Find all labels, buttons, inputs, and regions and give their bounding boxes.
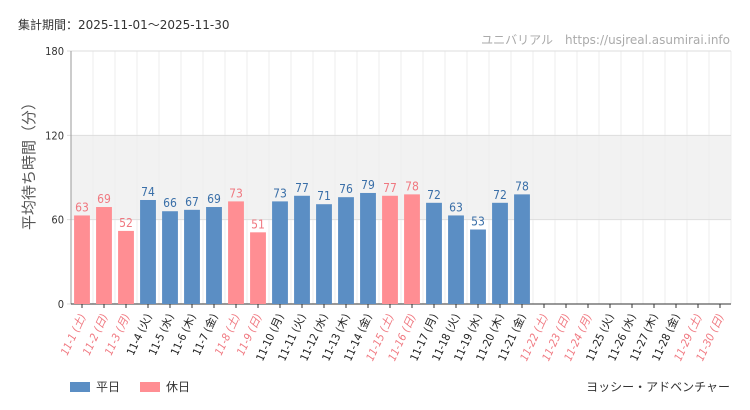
data-label: 53 xyxy=(471,215,485,229)
bar xyxy=(272,201,288,304)
bar xyxy=(206,207,222,304)
attraction-name: ヨッシー・アドベンチャー xyxy=(586,380,730,394)
legend-holiday-label: 休日 xyxy=(166,380,191,394)
weekday-swatch xyxy=(70,381,90,392)
bar xyxy=(492,202,508,304)
data-label: 52 xyxy=(119,216,133,230)
data-label: 67 xyxy=(185,195,199,209)
data-label: 74 xyxy=(141,185,155,199)
legend-weekday-label: 平日 xyxy=(96,380,121,394)
data-label: 79 xyxy=(361,178,375,192)
data-label: 63 xyxy=(75,200,89,214)
data-label: 72 xyxy=(427,188,441,202)
bar xyxy=(250,232,266,304)
bar xyxy=(360,192,376,304)
bar xyxy=(184,209,200,304)
data-label: 76 xyxy=(339,182,353,196)
y-tick-label: 120 xyxy=(45,129,64,142)
data-label: 69 xyxy=(207,192,221,206)
bar xyxy=(514,194,530,304)
legend-item-holiday[interactable]: 休日 xyxy=(140,378,190,395)
data-label: 77 xyxy=(383,181,397,195)
bar xyxy=(228,201,244,304)
bar xyxy=(382,195,398,304)
bar xyxy=(338,197,354,304)
bar xyxy=(448,215,464,304)
legend-item-weekday[interactable]: 平日 xyxy=(70,378,120,395)
site-credit: ユニバリアル https://usjreal.asumirai.info xyxy=(481,33,730,47)
y-tick-label: 180 xyxy=(45,45,64,58)
data-label: 66 xyxy=(163,196,177,210)
y-tick-label: 60 xyxy=(51,214,64,227)
y-tick-label: 0 xyxy=(58,298,64,311)
bar xyxy=(316,204,332,304)
data-label: 51 xyxy=(251,217,265,231)
bar xyxy=(96,207,112,304)
data-label: 63 xyxy=(449,200,463,214)
bar xyxy=(470,229,486,304)
legend: 平日 休日 xyxy=(70,378,210,395)
bar xyxy=(162,211,178,304)
data-label: 78 xyxy=(515,179,529,193)
holiday-swatch xyxy=(140,381,161,392)
bar xyxy=(404,194,420,304)
data-label: 77 xyxy=(295,181,309,195)
bar xyxy=(426,202,442,304)
bar xyxy=(74,215,90,304)
bar xyxy=(294,195,310,304)
data-label: 73 xyxy=(229,186,243,200)
data-label: 78 xyxy=(405,179,419,193)
bar xyxy=(118,230,134,304)
bar xyxy=(140,199,156,304)
data-label: 71 xyxy=(317,189,331,203)
period-label: 集計期間：2025-11-01〜2025-11-30 xyxy=(18,18,230,32)
data-label: 69 xyxy=(97,192,111,206)
data-label: 72 xyxy=(493,188,507,202)
data-label: 73 xyxy=(273,186,287,200)
